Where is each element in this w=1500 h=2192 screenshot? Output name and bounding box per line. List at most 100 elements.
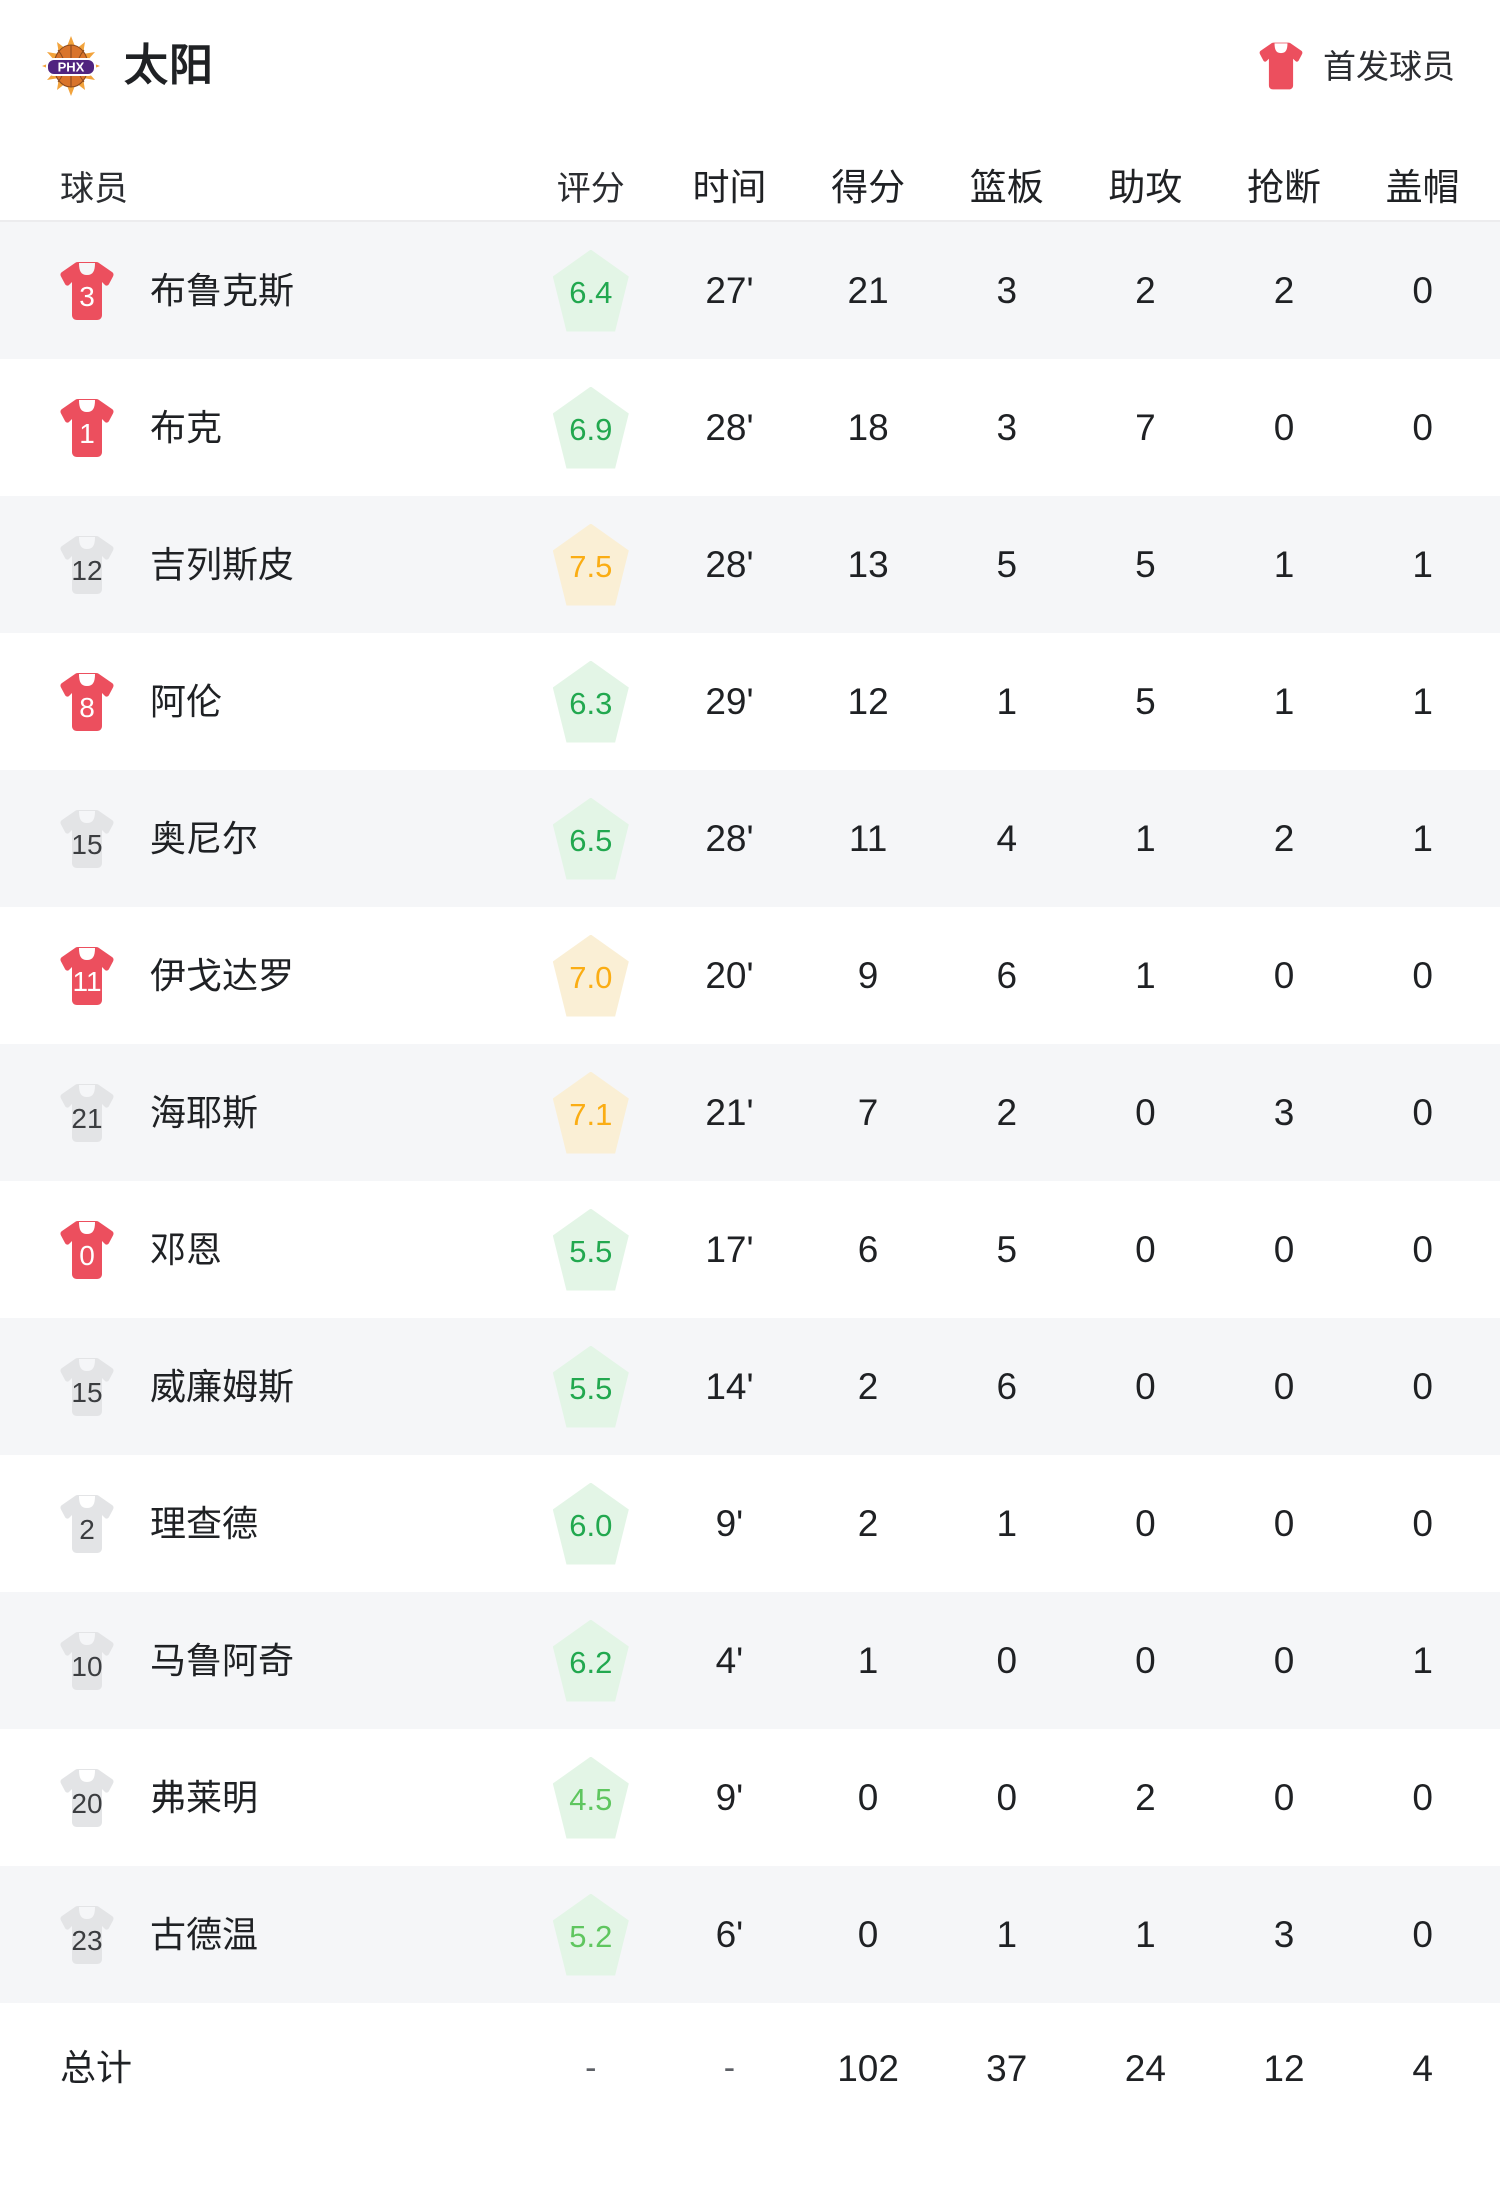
- stat-points: 18: [847, 407, 889, 448]
- player-cell[interactable]: 0 邓恩: [6, 1219, 521, 1281]
- column-header-points: 得分: [831, 167, 906, 208]
- totals-label-cell: 总计: [6, 2050, 521, 2086]
- stat-points: 2: [857, 1503, 879, 1544]
- rating-value: 7.5: [569, 549, 613, 584]
- stat-rebounds: 6: [996, 955, 1018, 996]
- stat-points: 13: [847, 544, 889, 585]
- table-row[interactable]: 11 伊戈达罗 7.0 20' 9 6 1 0 0: [0, 907, 1500, 1044]
- box-score-table: 球员 评分 时间 得分 篮板 助攻 抢断 盖帽 3 布鲁克斯 6.4: [0, 132, 1500, 2133]
- table-row[interactable]: 15 奥尼尔 6.5 28' 11 4 1 2 1: [0, 770, 1500, 907]
- stat-points: 2: [857, 1366, 879, 1407]
- stat-blocks: 1: [1412, 681, 1433, 722]
- player-cell[interactable]: 15 奥尼尔: [6, 808, 521, 870]
- stat-blocks: 1: [1412, 544, 1433, 585]
- table-row[interactable]: 20 弗莱明 4.5 9' 0 0 2 0 0: [0, 1729, 1500, 1866]
- player-cell[interactable]: 21 海耶斯: [6, 1082, 521, 1144]
- rating-cell: 6.0: [521, 1482, 660, 1565]
- player-cell[interactable]: 11 伊戈达罗: [6, 945, 521, 1007]
- rating-cell: 6.4: [521, 249, 660, 332]
- rating-badge: 5.5: [552, 1345, 629, 1428]
- team-identity[interactable]: PHX 太阳: [40, 35, 214, 97]
- rating-cell: 6.9: [521, 386, 660, 469]
- rating-badge: 5.2: [552, 1893, 629, 1976]
- player-cell[interactable]: 8 阿伦: [6, 671, 521, 733]
- table-row[interactable]: 12 吉列斯皮 7.5 28' 13 5 5 1 1: [0, 496, 1500, 633]
- stat-assists: 2: [1135, 1777, 1156, 1818]
- stat-blocks: 1: [1412, 1640, 1433, 1681]
- jersey-icon: 1: [60, 397, 114, 459]
- totals-rebounds: 37: [986, 2047, 1028, 2089]
- jersey-number: 3: [79, 280, 95, 312]
- player-cell[interactable]: 1 布克: [6, 397, 521, 459]
- stat-blocks: 0: [1412, 955, 1433, 996]
- player-cell[interactable]: 12 吉列斯皮: [6, 534, 521, 596]
- rating-cell: 5.5: [521, 1208, 660, 1291]
- totals-minutes: -: [723, 2049, 736, 2087]
- stat-minutes: 17': [705, 1229, 754, 1270]
- rating-cell: 7.1: [521, 1071, 660, 1154]
- stat-assists: 7: [1135, 407, 1156, 448]
- jersey-number: 1: [79, 417, 95, 449]
- jersey-number: 23: [71, 1924, 103, 1956]
- jersey-icon: 3: [60, 260, 114, 322]
- jersey-number: 0: [79, 1239, 95, 1271]
- jersey-number: 21: [71, 1102, 103, 1134]
- totals-rating-cell: -: [521, 2049, 660, 2088]
- player-cell[interactable]: 23 古德温: [6, 1904, 521, 1966]
- jersey-icon: 11: [60, 945, 114, 1007]
- rating-badge: 6.3: [552, 660, 629, 743]
- player-cell[interactable]: 10 马鲁阿奇: [6, 1630, 521, 1692]
- player-name: 伊戈达罗: [150, 954, 295, 996]
- stat-points: 9: [857, 955, 879, 996]
- table-row[interactable]: 2 理查德 6.0 9' 2 1 0 0 0: [0, 1455, 1500, 1592]
- stat-points: 0: [857, 1914, 879, 1955]
- table-row[interactable]: 23 古德温 5.2 6' 0 1 1 3 0: [0, 1866, 1500, 2003]
- stat-steals: 0: [1273, 1366, 1295, 1407]
- column-header-rating: 评分: [556, 170, 625, 208]
- jersey-icon: 10: [60, 1630, 114, 1692]
- stat-blocks: 1: [1412, 818, 1433, 859]
- rating-badge: 6.9: [552, 386, 629, 469]
- stat-minutes: 27': [705, 270, 754, 311]
- jersey-icon: 20: [60, 1767, 114, 1829]
- stat-steals: 3: [1273, 1914, 1295, 1955]
- rating-badge: 6.4: [552, 249, 629, 332]
- stat-points: 1: [857, 1640, 879, 1681]
- column-header-blocks: 盖帽: [1385, 167, 1460, 208]
- table-body: 3 布鲁克斯 6.4 27' 21 3 2 2 0 1 布克 6.9: [0, 222, 1500, 2003]
- stat-assists: 0: [1135, 1366, 1156, 1407]
- stat-blocks: 0: [1412, 1914, 1433, 1955]
- stat-minutes: 9': [715, 1777, 744, 1818]
- stat-rebounds: 0: [996, 1777, 1018, 1818]
- stat-blocks: 0: [1412, 270, 1433, 311]
- player-cell[interactable]: 3 布鲁克斯: [6, 260, 521, 322]
- table-row[interactable]: 21 海耶斯 7.1 21' 7 2 0 3 0: [0, 1044, 1500, 1181]
- table-row[interactable]: 1 布克 6.9 28' 18 3 7 0 0: [0, 359, 1500, 496]
- stat-assists: 0: [1135, 1092, 1156, 1133]
- phoenix-suns-logo-icon: PHX: [40, 35, 102, 97]
- stat-rebounds: 6: [996, 1366, 1018, 1407]
- table-row[interactable]: 0 邓恩 5.5 17' 6 5 0 0 0: [0, 1181, 1500, 1318]
- player-cell[interactable]: 20 弗莱明: [6, 1767, 521, 1829]
- stat-blocks: 0: [1412, 1777, 1433, 1818]
- player-name: 理查德: [150, 1502, 259, 1544]
- jersey-icon: 15: [60, 1356, 114, 1418]
- player-cell[interactable]: 2 理查德: [6, 1493, 521, 1555]
- rating-cell: 7.0: [521, 934, 660, 1017]
- player-cell[interactable]: 15 威廉姆斯: [6, 1356, 521, 1418]
- stat-blocks: 0: [1412, 1503, 1433, 1544]
- stat-rebounds: 1: [996, 1914, 1018, 1955]
- jersey-icon: 15: [60, 808, 114, 870]
- table-row[interactable]: 3 布鲁克斯 6.4 27' 21 3 2 2 0: [0, 222, 1500, 359]
- stat-blocks: 0: [1412, 1229, 1433, 1270]
- rating-value: 5.2: [569, 1919, 613, 1954]
- stat-rebounds: 4: [996, 818, 1018, 859]
- table-row[interactable]: 10 马鲁阿奇 6.2 4' 1 0 0 0 1: [0, 1592, 1500, 1729]
- table-row[interactable]: 15 威廉姆斯 5.5 14' 2 6 0 0 0: [0, 1318, 1500, 1455]
- table-header-row: 球员 评分 时间 得分 篮板 助攻 抢断 盖帽: [0, 132, 1500, 222]
- table-row[interactable]: 8 阿伦 6.3 29' 12 1 5 1 1: [0, 633, 1500, 770]
- player-name: 海耶斯: [150, 1091, 259, 1133]
- rating-value: 6.3: [569, 686, 613, 721]
- stat-rebounds: 2: [996, 1092, 1018, 1133]
